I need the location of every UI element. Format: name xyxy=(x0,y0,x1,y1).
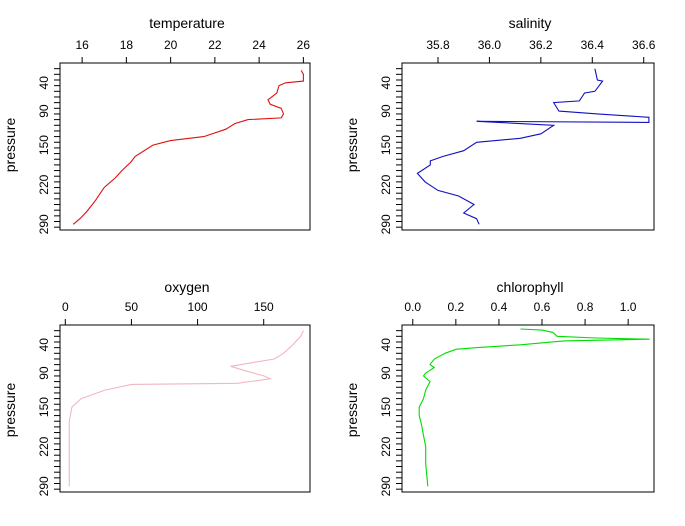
y-tick-label: 40 xyxy=(37,338,51,352)
salinity-line xyxy=(416,68,650,225)
plot-frame xyxy=(59,324,311,493)
y-tick-label: 290 xyxy=(379,476,393,496)
y-axis-label: pressure xyxy=(2,118,18,173)
x-tick-label: 36.6 xyxy=(632,38,656,52)
panel-oxygen: oxygen pressure 0 50 100 150 40 90 150 220 290 xyxy=(2,279,311,496)
x-tick-label: 1.0 xyxy=(620,300,637,314)
y-tick-label: 90 xyxy=(379,104,393,118)
x-tick-label: 0.2 xyxy=(448,300,465,314)
plot-frame xyxy=(401,62,655,231)
y-tick-label: 220 xyxy=(379,174,393,194)
temperature-line xyxy=(72,70,304,225)
x-tick-label: 36.4 xyxy=(581,38,605,52)
x-tick-label: 20 xyxy=(164,38,178,52)
x-tick-label: 18 xyxy=(120,38,134,52)
y-tick-label: 290 xyxy=(37,214,51,234)
panel-salinity: salinity pressure 35.8 36.0 36.2 36.4 36.6 40… xyxy=(344,15,656,234)
x-tick-label: 26 xyxy=(297,38,311,52)
x-tick-label: 0.8 xyxy=(577,300,594,314)
x-tick-label: 0.6 xyxy=(534,300,551,314)
y-tick-label: 150 xyxy=(379,135,393,155)
y-tick-label: 220 xyxy=(379,436,393,456)
panel-title: temperature xyxy=(149,15,225,31)
y-tick-label: 290 xyxy=(379,214,393,234)
x-tick-label: 36.0 xyxy=(478,38,502,52)
y-tick-label: 90 xyxy=(37,104,51,118)
x-tick-label: 0.4 xyxy=(491,300,508,314)
y-tick-label: 40 xyxy=(379,76,393,90)
x-tick-label: 0.0 xyxy=(404,300,421,314)
y-axis-label: pressure xyxy=(2,383,18,438)
panel-title: oxygen xyxy=(164,279,209,295)
y-tick-label: 220 xyxy=(37,436,51,456)
plot-frame xyxy=(401,324,655,493)
panel-chlorophyll: chlorophyll pressure 0.0 0.2 0.4 0.6 0.8 1.0 4… xyxy=(344,279,655,496)
oxygen-line xyxy=(68,330,304,487)
panel-temperature: temperature pressure 16 18 20 22 24 26 40 90 150… xyxy=(2,15,311,234)
y-tick-label: 150 xyxy=(37,397,51,417)
x-tick-label: 24 xyxy=(252,38,266,52)
y-tick-label: 40 xyxy=(37,76,51,90)
panel-title: salinity xyxy=(509,15,552,31)
x-tick-label: 35.8 xyxy=(426,38,450,52)
plot-frame xyxy=(59,62,311,231)
x-tick-label: 50 xyxy=(125,300,139,314)
y-tick-label: 40 xyxy=(379,338,393,352)
x-tick-label: 36.2 xyxy=(529,38,553,52)
y-axis-label: pressure xyxy=(344,383,360,438)
x-tick-label: 150 xyxy=(254,300,274,314)
y-tick-label: 290 xyxy=(37,476,51,496)
x-tick-label: 0 xyxy=(62,300,69,314)
y-tick-label: 150 xyxy=(379,397,393,417)
y-tick-label: 220 xyxy=(37,174,51,194)
x-tick-label: 100 xyxy=(188,300,208,314)
y-tick-label: 90 xyxy=(379,366,393,380)
chlorophyll-line xyxy=(418,328,650,487)
x-tick-label: 22 xyxy=(208,38,222,52)
y-tick-label: 150 xyxy=(37,135,51,155)
x-tick-label: 16 xyxy=(75,38,89,52)
y-tick-label: 90 xyxy=(37,366,51,380)
y-axis-label: pressure xyxy=(344,118,360,173)
panel-title: chlorophyll xyxy=(497,279,564,295)
